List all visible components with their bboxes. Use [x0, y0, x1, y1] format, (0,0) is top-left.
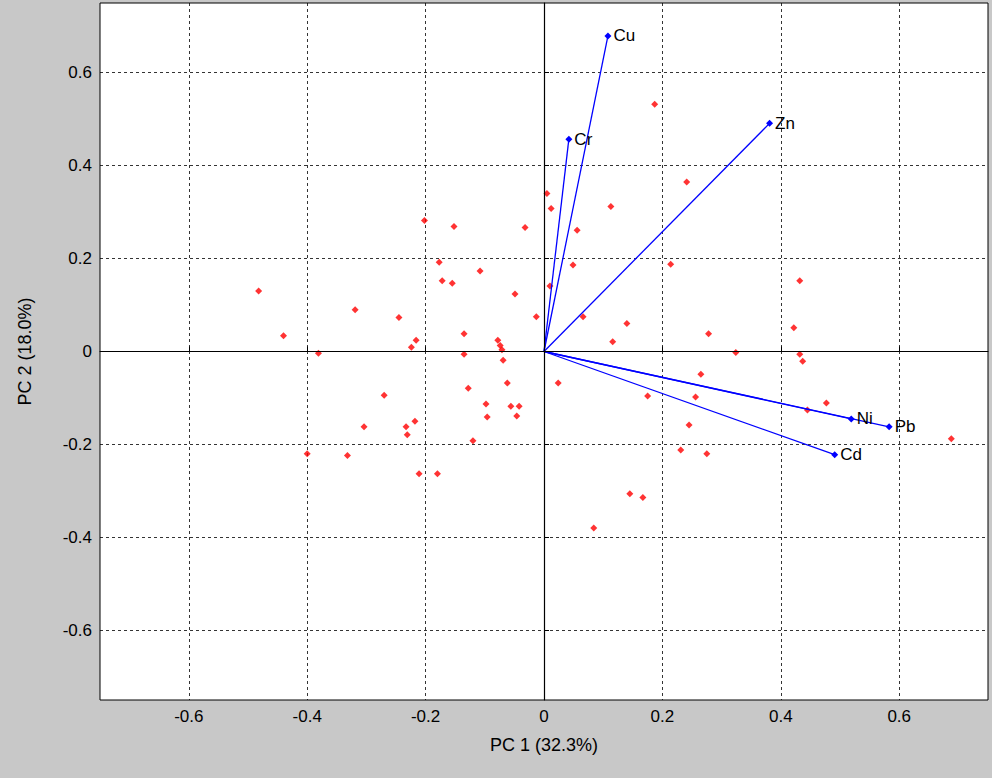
svg-text:0: 0: [83, 342, 92, 361]
svg-text:0: 0: [539, 707, 548, 726]
svg-text:0.4: 0.4: [68, 156, 92, 175]
svg-text:-0.6: -0.6: [63, 621, 92, 640]
svg-text:Zn: Zn: [775, 114, 795, 133]
svg-text:0.6: 0.6: [68, 63, 92, 82]
svg-text:PC 2 (18.0%): PC 2 (18.0%): [15, 297, 35, 405]
svg-text:-0.6: -0.6: [174, 707, 203, 726]
svg-text:Ni: Ni: [857, 409, 873, 428]
svg-text:-0.2: -0.2: [411, 707, 440, 726]
svg-text:PC 1 (32.3%): PC 1 (32.3%): [490, 735, 598, 755]
svg-text:Cr: Cr: [574, 130, 592, 149]
svg-text:-0.4: -0.4: [293, 707, 322, 726]
svg-text:0.6: 0.6: [887, 707, 911, 726]
svg-text:Cu: Cu: [613, 26, 635, 45]
svg-text:0.2: 0.2: [68, 249, 92, 268]
svg-text:Cd: Cd: [840, 445, 862, 464]
svg-text:0.2: 0.2: [651, 707, 675, 726]
svg-text:-0.2: -0.2: [63, 435, 92, 454]
svg-text:0.4: 0.4: [769, 707, 793, 726]
svg-text:-0.4: -0.4: [63, 528, 92, 547]
svg-text:Pb: Pb: [895, 417, 916, 436]
